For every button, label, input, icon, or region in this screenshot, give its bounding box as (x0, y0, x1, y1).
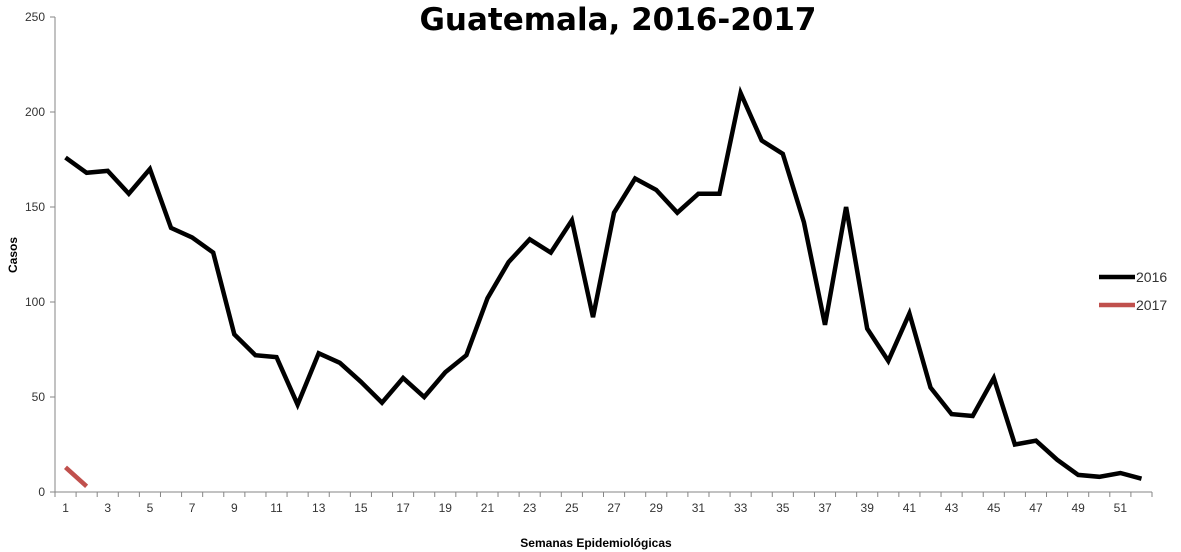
x-tick-label: 29 (650, 501, 664, 515)
legend-label-2016: 2016 (1136, 269, 1167, 285)
y-tick-label: 50 (32, 390, 46, 404)
y-tick-label: 200 (25, 105, 45, 119)
series-line-2017 (63, 465, 89, 488)
x-axis-title: Semanas Epidemiológicas (520, 536, 672, 550)
x-tick-label: 3 (104, 501, 111, 515)
x-tick-label: 41 (903, 501, 917, 515)
chart-title: Guatemala, 2016-2017 (419, 2, 816, 38)
x-tick-label: 43 (945, 501, 959, 515)
x-tick-label: 1 (62, 501, 69, 515)
x-tick-label: 7 (189, 501, 196, 515)
y-tick-label: 250 (25, 10, 45, 24)
x-tick-label: 45 (987, 501, 1001, 515)
y-tick-label: 150 (25, 200, 45, 214)
x-tick-label: 31 (692, 501, 706, 515)
legend-label-2017: 2017 (1136, 297, 1167, 313)
x-tick-label: 47 (1029, 501, 1043, 515)
x-tick-label: 5 (147, 501, 154, 515)
x-tick-label: 49 (1071, 501, 1085, 515)
x-tick-label: 35 (776, 501, 790, 515)
x-tick-label: 17 (396, 501, 410, 515)
y-axis-title: Casos (6, 237, 20, 273)
x-tick-label: 21 (481, 501, 495, 515)
x-tick-label: 19 (439, 501, 453, 515)
x-tick-label: 51 (1114, 501, 1128, 515)
x-tick-label: 11 (270, 501, 283, 515)
y-tick-label: 0 (38, 485, 45, 499)
y-tick-label: 100 (25, 295, 45, 309)
x-tick-label: 27 (607, 501, 621, 515)
x-tick-label: 13 (312, 501, 326, 515)
x-tick-label: 37 (818, 501, 832, 515)
x-tick-label: 15 (354, 501, 368, 515)
x-tick-label: 33 (734, 501, 748, 515)
x-tick-label: 23 (523, 501, 537, 515)
x-tick-label: 9 (231, 501, 238, 515)
series-line-2016 (64, 85, 1143, 481)
x-tick-label: 25 (565, 501, 579, 515)
x-tick-label: 39 (861, 501, 875, 515)
